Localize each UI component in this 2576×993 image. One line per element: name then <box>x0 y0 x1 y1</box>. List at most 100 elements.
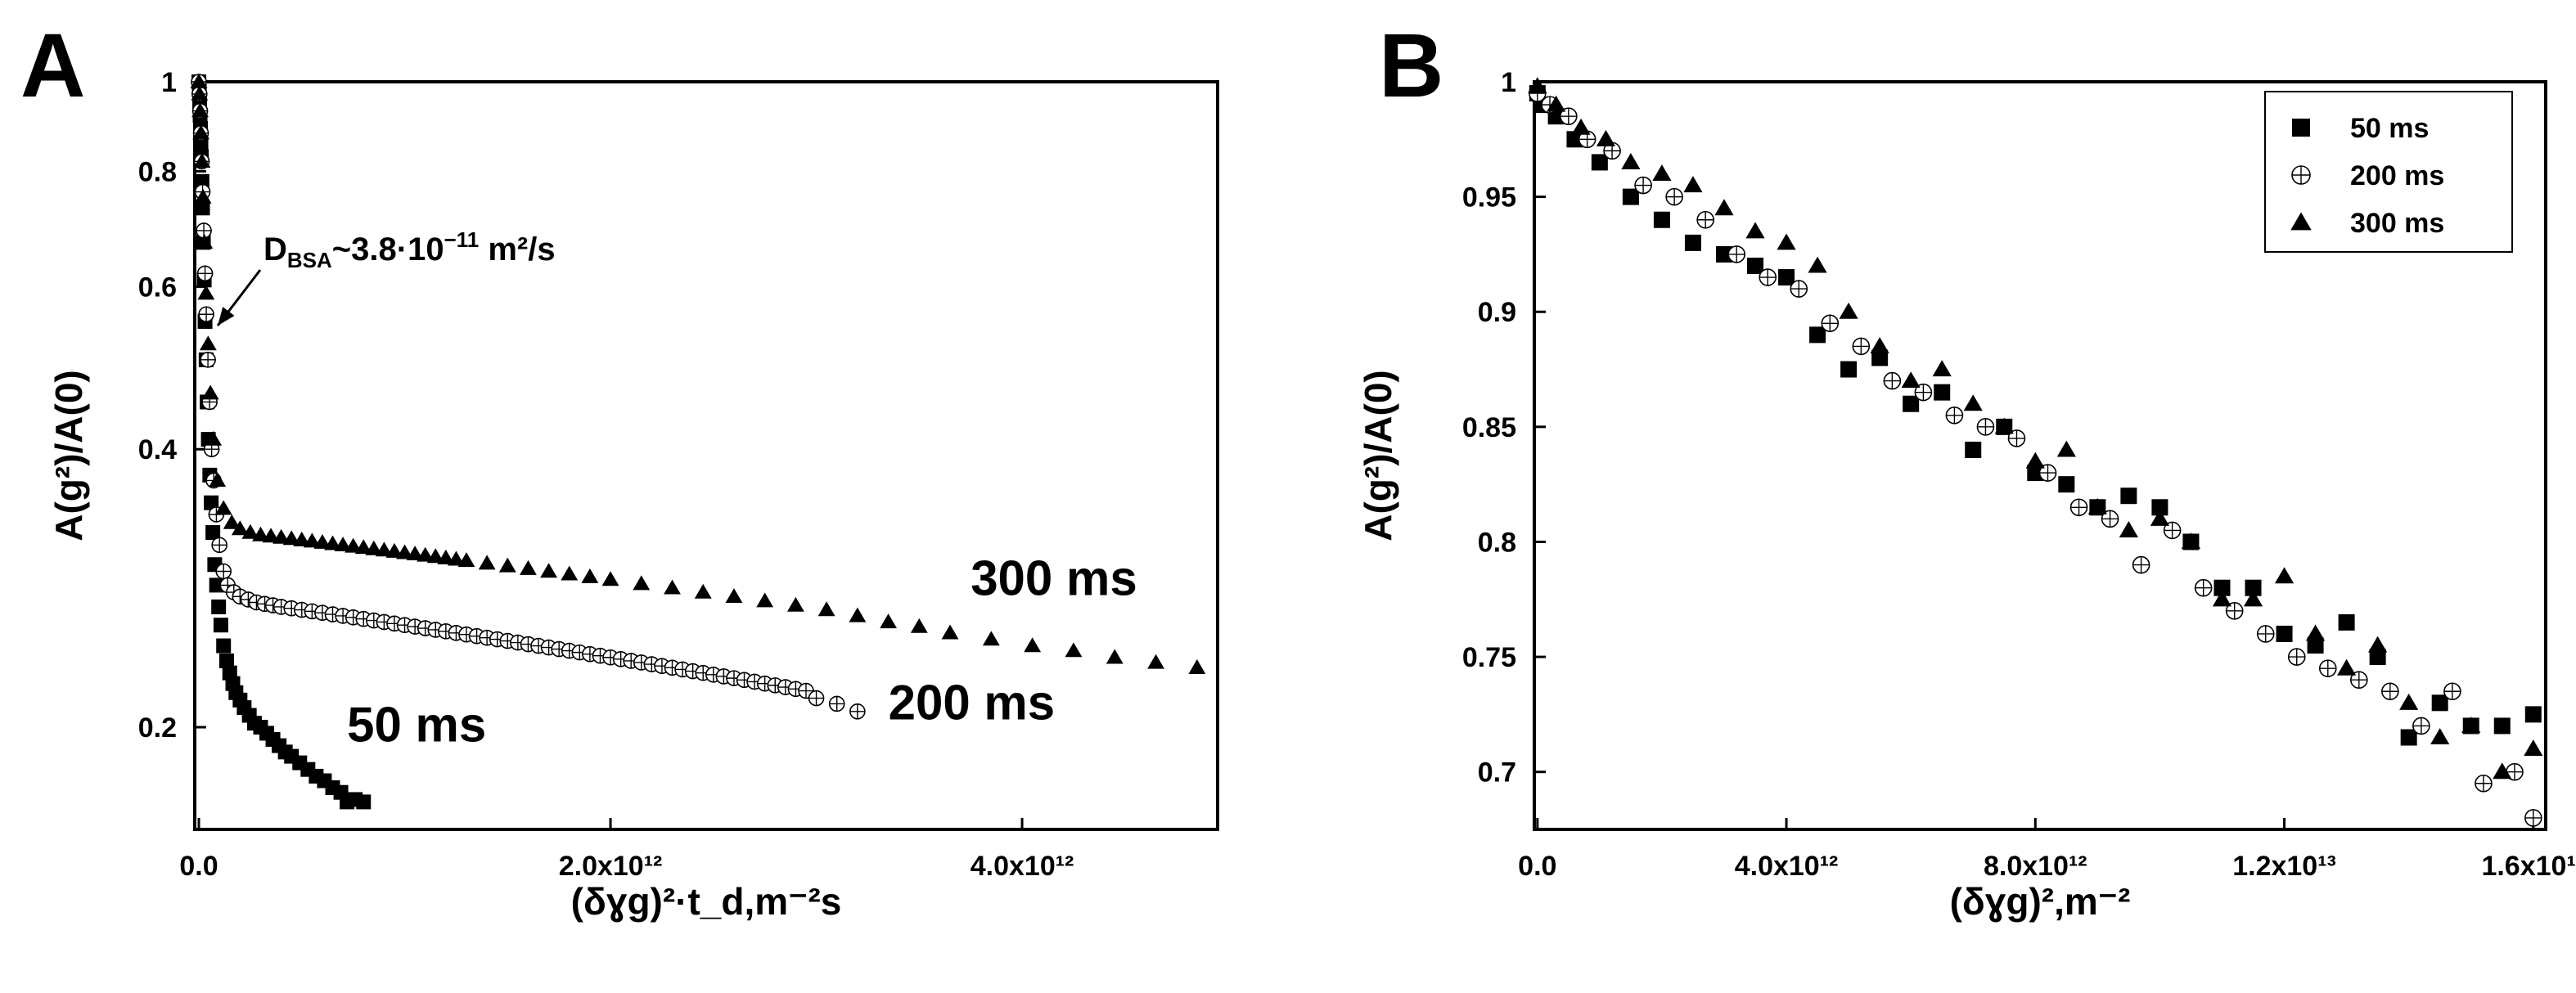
panel-b-data-point <box>2412 717 2430 735</box>
panel-b-data-point <box>2399 693 2419 710</box>
panel-b-data-point <box>1883 371 1902 390</box>
panel-b-data-point <box>2150 509 2170 526</box>
panel-a-data-point <box>817 601 835 617</box>
panel-b-data-point <box>1839 302 1858 319</box>
panel-b-data-point <box>2132 555 2150 574</box>
panel-b-data-point <box>2276 625 2293 642</box>
panel-b-data-point <box>2225 602 2244 620</box>
panel-b-y-axis-label: A(g²)/A(0) <box>1357 370 1399 541</box>
panel-b-data-point <box>2493 717 2511 735</box>
panel-b-data-point <box>2243 590 2263 607</box>
panel-b-data-point <box>2101 510 2119 528</box>
panel-a-data-point <box>694 583 712 599</box>
panel-a-data-point <box>303 532 321 548</box>
panel-a-data-point <box>426 548 444 564</box>
legend-marker <box>2291 165 2311 185</box>
panel-a-data-point <box>880 613 898 629</box>
panel-a-data-point <box>191 102 209 118</box>
panel-b-y-tick-label: 0.85 <box>1462 412 1516 443</box>
panel-a-data-point <box>191 85 209 101</box>
panel-b-y-tick-label: 0.95 <box>1462 182 1516 213</box>
panel-b-data-point <box>2274 567 2295 584</box>
panel-b-data-point <box>2007 429 2026 447</box>
panel-b-data-point <box>1683 176 1703 193</box>
panel-a-data-point <box>200 352 216 368</box>
legend-marker <box>2290 212 2312 231</box>
panel-a-data-point <box>216 638 232 654</box>
panel-a-series-label: 50 ms <box>347 698 486 753</box>
panel-b-data-point <box>2524 706 2542 723</box>
panel-a-data-point <box>581 568 599 583</box>
panel-b-data-point <box>1963 394 1983 411</box>
panel-b-data-point <box>2038 464 2057 482</box>
panel-b-data-point <box>2524 809 2542 827</box>
panel-a-ticks: 0.0 2.0x10¹² 4.0x10¹² 0.2 0.4 0.6 0.8 1 <box>138 67 1074 882</box>
panel-b-data-point <box>1871 349 1889 366</box>
panel-a-data-point <box>1065 642 1083 658</box>
panel-a-data-point <box>457 552 475 568</box>
panel-a-data-point <box>664 579 681 595</box>
panel-a-data-point <box>849 607 867 622</box>
panel-b-data-point <box>1759 268 1777 286</box>
panel-b-data-point <box>1809 326 1826 344</box>
panel-b-label: B <box>1379 16 1443 116</box>
panel-b-data-point <box>2337 658 2357 676</box>
panel-a-data-point <box>211 537 227 554</box>
panel-b-data-point <box>2027 465 2044 482</box>
panel-b-x-tick-label: 1.6x10¹³ <box>2481 851 2576 882</box>
panel-b-data-point <box>1621 153 1641 169</box>
panel-a-series-label: 300 ms <box>971 551 1137 606</box>
panel-a-data-point <box>633 575 651 591</box>
panel-a-data-point <box>756 592 774 608</box>
panel-b-data-point <box>2381 682 2399 701</box>
panel-b-data-point <box>2119 521 2138 537</box>
panel-b-data-point <box>2213 579 2231 596</box>
panel-b-x-tick-label: 1.2x10¹³ <box>2232 851 2336 882</box>
panel-a-data-point <box>334 537 352 552</box>
panel-a-x-tick-label: 2.0x10¹² <box>559 851 663 882</box>
panel-a-data-point <box>375 541 393 557</box>
panel-a-data-point <box>1024 637 1042 653</box>
panel-a-y-axis-label: A(g²)/A(0) <box>47 370 90 541</box>
panel-b-data-point <box>2025 452 2045 469</box>
panel-b-data-point <box>2400 729 2417 746</box>
panel-b-data-point <box>2369 649 2386 666</box>
panel-b-data-point <box>1790 280 1808 298</box>
panel-b-data-point <box>1840 361 1858 378</box>
panel-a-data-point <box>725 588 743 604</box>
panel-b-data-point <box>1778 269 1795 286</box>
panel-a-data-point <box>197 285 215 300</box>
panel-b-data-point <box>1821 314 1840 333</box>
panel-a-data-point <box>849 703 866 720</box>
panel-a-data-point <box>199 335 217 351</box>
panel-b-legend: 50 ms 200 ms 300 ms <box>2264 91 2513 253</box>
panel-b-data-point <box>1591 154 1608 171</box>
panel-b-data-point <box>1965 441 1982 458</box>
panel-a-data-point <box>204 495 219 510</box>
panel-b-data-point <box>1571 118 1591 135</box>
panel-a-x-axis-label: (δɣg)²·t_d,m⁻²s <box>571 880 842 923</box>
panel-b-data-point <box>2307 637 2324 654</box>
legend-entry-label: 300 ms <box>2350 208 2444 239</box>
panel-b-y-tick-label: 0.75 <box>1462 642 1516 673</box>
panel-b-data-point <box>2443 682 2461 701</box>
panel-b-data-point <box>1665 187 1683 206</box>
panel-a-data-point <box>193 153 211 168</box>
panel-a-data-point <box>520 559 537 575</box>
panel-b-x-tick-label: 4.0x10¹² <box>1735 851 1839 882</box>
panel-a-data-point <box>282 530 300 546</box>
panel-b-data-point <box>2151 499 2168 516</box>
annotation-text: DBSA~3.8·10−11 m²/s <box>263 227 556 272</box>
panel-a-data-point <box>396 544 413 559</box>
panel-b-data-point <box>2120 488 2137 505</box>
panel-a-y-tick-label: 1 <box>161 67 177 98</box>
panel-b-y-tick-label: 0.7 <box>1478 757 1516 789</box>
panel-b-data-point <box>1901 371 1921 389</box>
panel-b-data-point <box>1994 417 2014 434</box>
panel-b-data-point <box>2318 659 2337 677</box>
panel-b-data-point <box>1684 234 1701 251</box>
panel-a-data-point <box>198 306 214 323</box>
panel-a-data-point <box>218 653 234 668</box>
panel-a-x-tick-label: 0.0 <box>179 851 218 882</box>
